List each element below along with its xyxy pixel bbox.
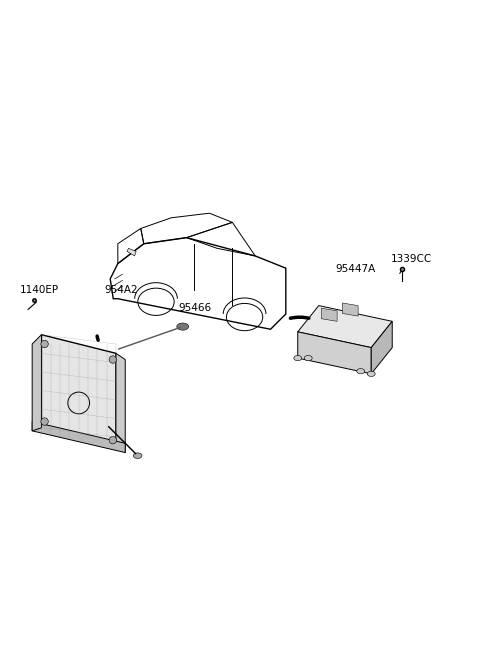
Ellipse shape [177,323,189,330]
Polygon shape [322,308,337,321]
Text: 95466: 95466 [178,304,211,313]
Polygon shape [298,332,371,374]
Ellipse shape [133,453,142,459]
Ellipse shape [367,371,375,376]
Text: 95447A: 95447A [336,264,376,274]
Ellipse shape [41,340,48,348]
Polygon shape [41,334,116,446]
Polygon shape [342,303,358,316]
Polygon shape [298,306,392,348]
Ellipse shape [41,418,48,425]
Text: 1339CC: 1339CC [390,254,432,264]
Ellipse shape [109,356,117,363]
Ellipse shape [294,355,302,361]
Polygon shape [32,334,41,431]
Polygon shape [32,422,125,453]
Ellipse shape [109,436,117,444]
Text: 1140EP: 1140EP [20,285,59,296]
Polygon shape [127,248,136,256]
Ellipse shape [304,355,312,361]
Polygon shape [371,321,392,374]
Polygon shape [116,353,125,453]
Ellipse shape [357,369,365,374]
Text: 954A2: 954A2 [104,285,138,296]
